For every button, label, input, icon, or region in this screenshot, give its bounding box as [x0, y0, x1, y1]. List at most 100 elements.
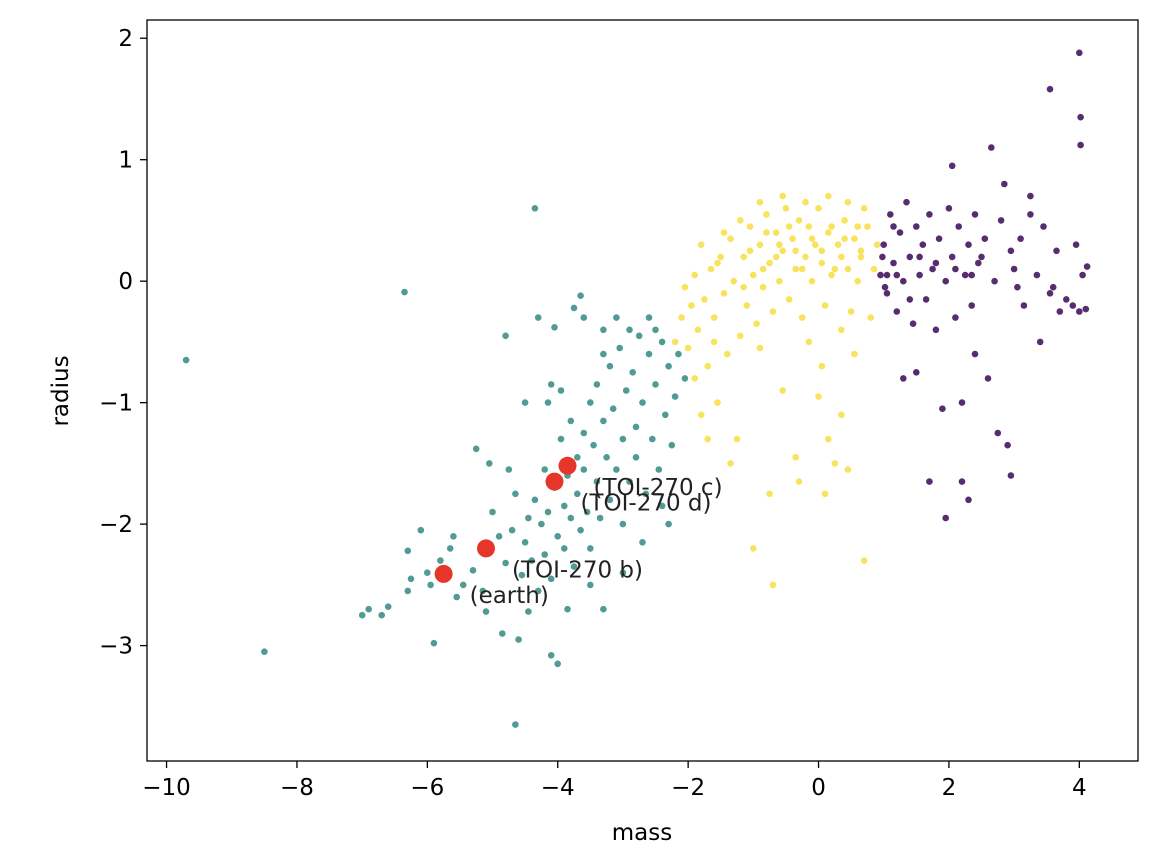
x-tick-label: 2 [942, 775, 957, 801]
data-point-series-0 [512, 721, 519, 728]
data-point-series-0 [261, 648, 268, 655]
data-point-series-2 [1046, 85, 1054, 93]
x-tick-label: −4 [541, 775, 575, 801]
data-point-series-2 [948, 253, 956, 261]
data-point-series-0 [635, 332, 643, 340]
data-point-series-1 [772, 253, 780, 261]
data-point-series-1 [795, 478, 803, 485]
data-point-series-1 [750, 271, 757, 279]
data-point-series-0 [378, 611, 386, 619]
x-tick-label: −2 [671, 775, 705, 801]
data-point-series-0 [600, 417, 607, 425]
data-point-series-2 [965, 496, 972, 504]
data-point-series-0 [182, 356, 190, 364]
data-point-series-0 [407, 575, 415, 583]
data-point-series-0 [626, 478, 633, 485]
data-point-series-0 [541, 551, 548, 558]
data-point-series-0 [577, 526, 584, 534]
data-point-series-0 [502, 559, 509, 567]
data-point-series-2 [893, 271, 901, 279]
data-point-series-0 [515, 636, 522, 643]
data-point-series-1 [743, 302, 751, 309]
data-point-series-1 [818, 247, 826, 255]
x-tick-label: −8 [280, 775, 314, 801]
data-point-series-0 [554, 660, 561, 668]
data-point-series-1 [828, 271, 835, 279]
data-point-series-1 [857, 247, 865, 255]
data-point-series-0 [613, 314, 620, 321]
data-point-series-2 [1069, 302, 1077, 309]
data-point-series-1 [710, 338, 718, 346]
data-point-series-0 [479, 587, 487, 595]
data-point-series-2 [1040, 223, 1047, 230]
data-point-series-1 [766, 490, 773, 498]
data-point-series-0 [531, 205, 539, 212]
data-point-series-0 [580, 466, 588, 473]
data-point-series-0 [600, 350, 607, 358]
data-point-series-0 [616, 344, 623, 352]
data-point-series-0 [424, 569, 431, 576]
data-point-series-0 [531, 496, 539, 504]
data-point-series-1 [838, 411, 845, 419]
data-point-series-1 [779, 192, 786, 200]
x-tick-label: −6 [410, 775, 444, 801]
data-point-series-1 [746, 247, 754, 255]
data-point-series-2 [1049, 283, 1057, 291]
plot-points [182, 49, 1091, 728]
data-point-series-1 [815, 205, 822, 212]
highlight-point [434, 564, 453, 583]
data-point-series-1 [851, 235, 858, 242]
data-point-series-1 [782, 205, 790, 212]
data-point-series-2 [1056, 308, 1064, 315]
data-point-series-2 [994, 429, 1002, 437]
highlight-point [477, 539, 495, 558]
data-point-series-2 [890, 223, 897, 230]
data-point-series-0 [544, 399, 552, 406]
data-point-series-1 [795, 217, 803, 224]
data-point-series-2 [1010, 265, 1018, 273]
data-point-series-0 [505, 466, 513, 473]
data-point-series-1 [720, 290, 728, 297]
data-point-series-2 [883, 271, 891, 279]
data-point-series-1 [746, 223, 754, 230]
data-point-series-1 [756, 344, 764, 352]
data-point-series-0 [557, 387, 565, 394]
data-point-series-2 [1001, 180, 1008, 188]
data-point-series-0 [596, 514, 604, 522]
data-point-series-1 [763, 211, 770, 218]
data-point-series-2 [952, 314, 959, 321]
data-point-series-1 [815, 393, 822, 400]
data-point-series-0 [551, 324, 558, 331]
data-point-series-1 [838, 253, 845, 261]
data-point-series-0 [622, 387, 630, 394]
data-point-series-1 [671, 338, 679, 346]
data-point-series-1 [844, 466, 852, 473]
data-point-series-2 [1063, 296, 1070, 303]
annotations: (earth)(TOI-270 b) (TOI-270 c)(TOI-270 d) [470, 475, 723, 609]
data-point-series-0 [606, 362, 614, 370]
data-point-series-0 [652, 381, 659, 388]
data-point-series-1 [763, 229, 770, 236]
data-point-series-0 [518, 571, 526, 579]
data-point-series-0 [404, 587, 412, 595]
data-point-series-2 [913, 369, 920, 376]
data-point-series-0 [554, 533, 561, 540]
data-point-series-1 [737, 332, 744, 340]
data-point-series-0 [534, 587, 542, 595]
data-point-series-1 [759, 265, 767, 273]
data-point-series-0 [619, 435, 627, 443]
data-point-series-2 [1027, 211, 1034, 218]
data-point-series-0 [404, 547, 412, 555]
data-point-series-0 [668, 441, 676, 449]
data-point-series-0 [593, 381, 601, 388]
data-point-series-0 [547, 652, 555, 659]
data-point-series-2 [935, 235, 943, 242]
data-point-series-2 [1027, 192, 1034, 200]
data-point-series-2 [896, 229, 904, 236]
data-point-series-2 [991, 277, 998, 285]
data-point-series-2 [1082, 305, 1090, 313]
point-annotation: (TOI-270 d) [581, 491, 712, 517]
x-axis: −10 −8 −6 −4 −2 0 2 4 [142, 761, 1087, 801]
data-point-series-1 [844, 198, 852, 206]
data-point-series-2 [968, 271, 975, 279]
